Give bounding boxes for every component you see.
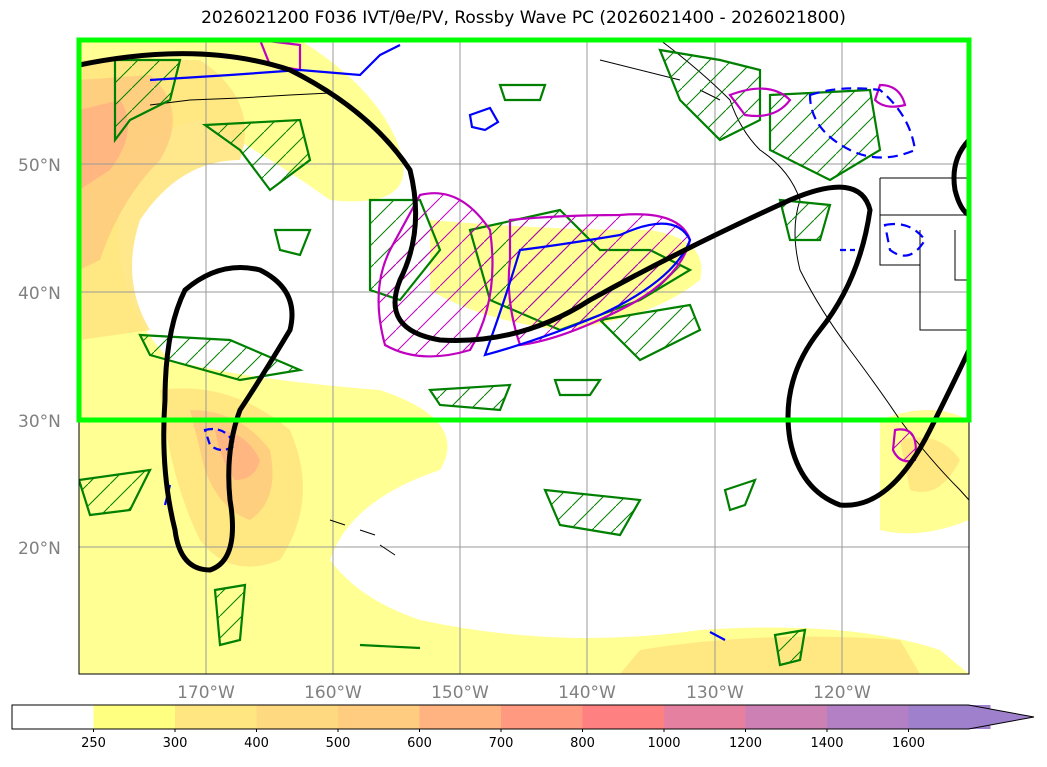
colorbar-tick-label: 600 <box>407 736 432 751</box>
map-title: 2026021200 F036 IVT/θe/PV, Rossby Wave P… <box>201 8 846 28</box>
lon-label-120w: 120°W <box>813 683 871 703</box>
colorbar-tick-label: 800 <box>570 736 595 751</box>
colorbar-segment <box>338 705 420 729</box>
colorbar-segment <box>501 705 583 729</box>
colorbar-segment <box>175 705 257 729</box>
colorbar-tick-label: 700 <box>489 736 514 751</box>
colorbar-segment <box>745 705 828 729</box>
lat-label-50: 50°N <box>18 156 61 176</box>
colorbar-tick-label: 400 <box>244 736 269 751</box>
colorbar-tick-label: 1000 <box>647 736 680 751</box>
pv-contours <box>258 40 917 463</box>
lat-labels: 50°N 40°N 30°N 20°N <box>18 156 61 559</box>
ivt-blue-contours <box>149 44 927 641</box>
lon-label-160w: 160°W <box>304 683 362 703</box>
colorbar-outline <box>11 704 1035 730</box>
colorbar-tick-label: 500 <box>326 736 351 751</box>
highlight-box <box>76 37 972 423</box>
colorbar-segment <box>93 705 176 729</box>
lon-label-170w: 170°W <box>177 683 235 703</box>
colorbar-tick-label: 1400 <box>810 736 843 751</box>
lon-label-140w: 140°W <box>558 683 616 703</box>
colorbar: 250 300 400 500 600 700 800 1000 1200 1400 1600 <box>11 704 1035 751</box>
lat-label-40: 40°N <box>18 284 61 304</box>
colorbar-tick-label: 300 <box>163 736 188 751</box>
colorbar-segment <box>827 705 909 729</box>
colorbar-segment <box>664 705 746 729</box>
colorbar-segment <box>256 705 339 729</box>
lon-label-150w: 150°W <box>431 683 489 703</box>
colorbar-extension <box>908 705 1034 729</box>
colorbar-segment <box>419 705 502 729</box>
colorbar-segment <box>582 705 665 729</box>
colorbar-tick-label: 1200 <box>729 736 762 751</box>
colorbar-segment <box>12 705 94 729</box>
lon-label-130w: 130°W <box>686 683 744 703</box>
lat-label-30: 30°N <box>18 412 61 432</box>
colorbar-tick-label: 250 <box>81 736 106 751</box>
rossby-wave-contours <box>79 51 969 573</box>
lat-label-20: 20°N <box>18 539 61 559</box>
lon-labels: 170°W 160°W 150°W 140°W 130°W 120°W <box>177 683 871 703</box>
colorbar-tick-label: 1600 <box>892 736 925 751</box>
